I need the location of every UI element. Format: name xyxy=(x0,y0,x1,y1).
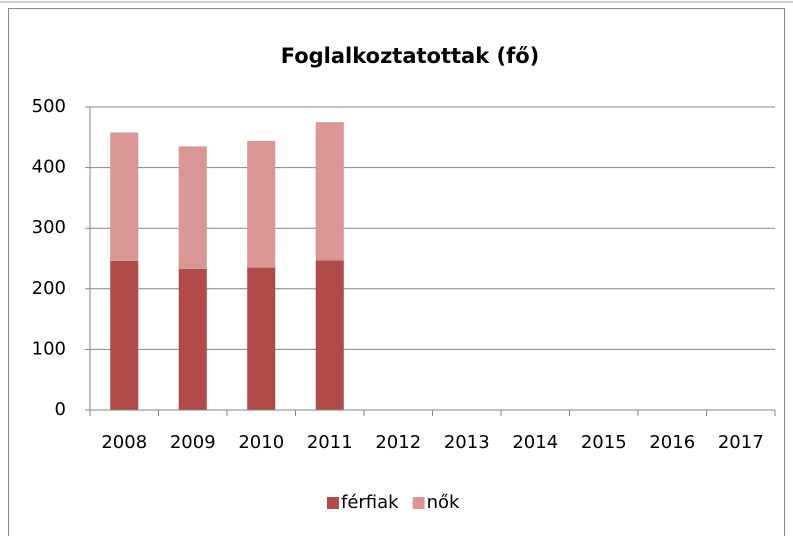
bar-segment xyxy=(178,268,207,410)
x-tick-label: 2009 xyxy=(170,432,216,453)
y-tick-label: 400 xyxy=(32,157,66,178)
y-tick-label: 100 xyxy=(32,338,66,359)
x-tick-label: 2012 xyxy=(375,432,421,453)
legend-swatch xyxy=(327,497,339,509)
x-tick-label: 2011 xyxy=(307,432,353,453)
chart-title: Foglalkoztatottak (fő) xyxy=(281,44,540,68)
x-tick-label: 2015 xyxy=(581,432,627,453)
y-tick-label: 500 xyxy=(32,96,66,117)
legend-swatch xyxy=(412,497,425,509)
bar-segment xyxy=(110,132,139,261)
legend-label: férfiak xyxy=(341,492,399,513)
y-tick-label: 300 xyxy=(32,217,66,238)
x-tick-label: 2017 xyxy=(718,432,764,453)
legend-label: nők xyxy=(427,492,460,513)
bar-segment xyxy=(178,146,207,269)
x-tick-label: 2010 xyxy=(238,432,284,453)
bar-segment xyxy=(315,260,344,410)
bar-segment xyxy=(315,122,344,261)
x-tick-label: 2013 xyxy=(444,432,490,453)
x-tick-label: 2014 xyxy=(512,432,558,453)
x-tick-label: 2016 xyxy=(649,432,695,453)
bar-segment xyxy=(247,267,276,410)
bar-segment xyxy=(110,260,139,410)
y-tick-label: 0 xyxy=(55,399,66,420)
chart-frame xyxy=(8,8,785,536)
x-tick-label: 2008 xyxy=(101,432,147,453)
y-tick-label: 200 xyxy=(32,278,66,299)
bar-segment xyxy=(247,140,276,268)
